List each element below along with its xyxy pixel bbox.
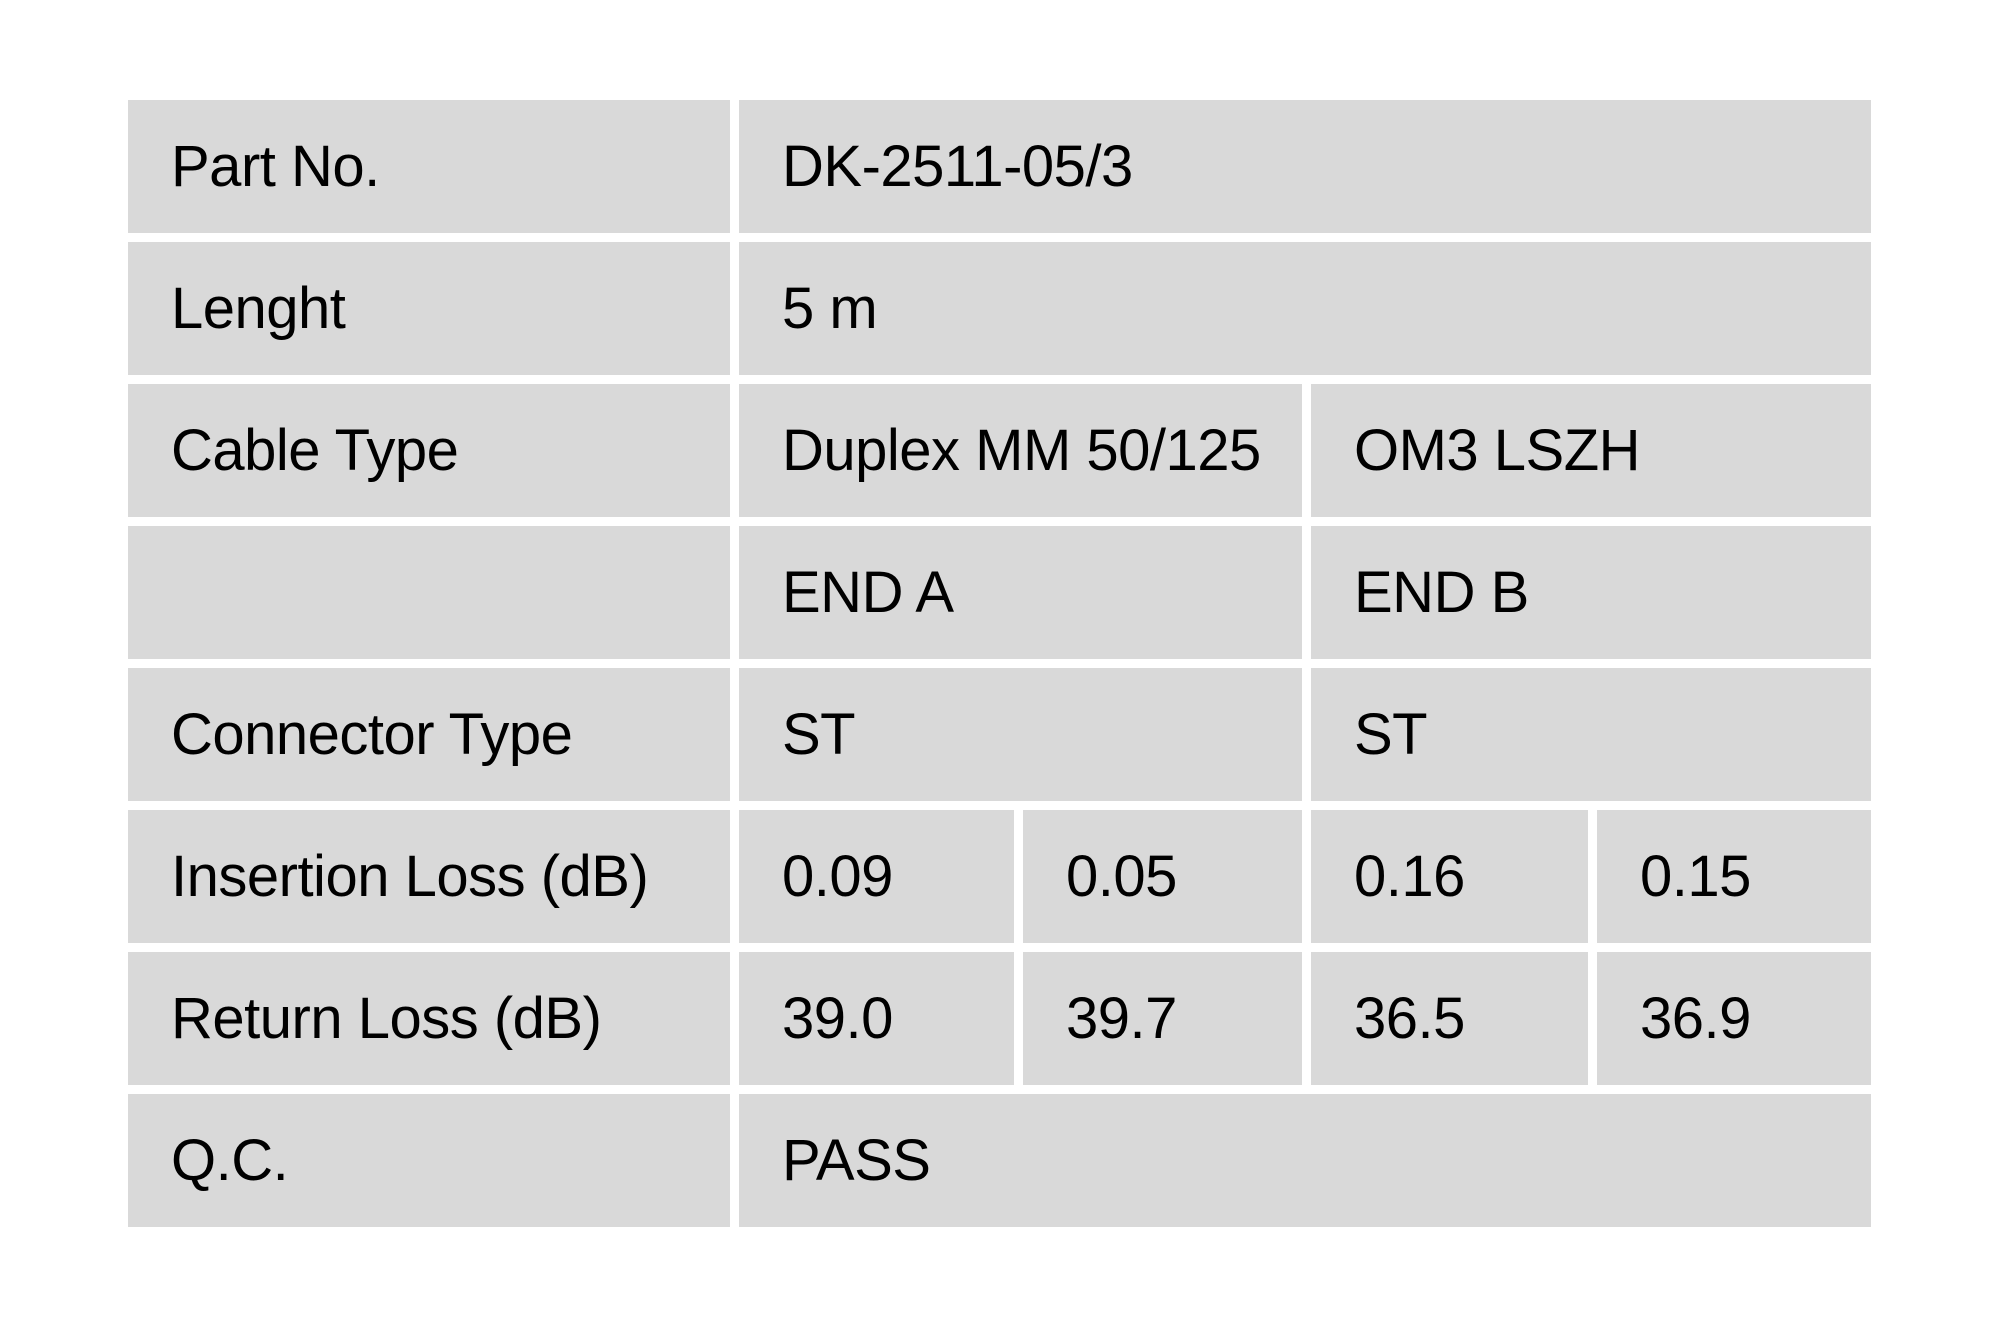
insertion-loss-value-4: 0.15 — [1640, 843, 1751, 909]
insertion-loss-value-1: 0.09 — [782, 843, 893, 909]
ends-header-value-1: END A — [782, 559, 954, 625]
return-loss-value-2: 39.7 — [1066, 985, 1177, 1051]
return-loss-value-3: 36.5 — [1354, 985, 1465, 1051]
return-loss-value-cell-1: 39.0 — [739, 952, 1014, 1085]
return-loss-value-cell-4: 36.9 — [1597, 952, 1871, 1085]
connector-type-value-1: ST — [782, 701, 856, 767]
insertion-loss-value-cell-1: 0.09 — [739, 810, 1014, 943]
part-no-value-cell-1: DK-2511-05/3 — [739, 100, 1871, 233]
return-loss-value-1: 39.0 — [782, 985, 893, 1051]
part-no-value-1: DK-2511-05/3 — [782, 133, 1133, 199]
spec-table: Part No. DK-2511-05/3 Lenght 5 m Cable Type D… — [128, 100, 1871, 1227]
return-loss-value-4: 36.9 — [1640, 985, 1751, 1051]
cable-type-label-cell: Cable Type — [128, 384, 730, 517]
insertion-loss-label-cell: Insertion Loss (dB) — [128, 810, 730, 943]
return-loss-label: Return Loss (dB) — [171, 985, 602, 1051]
cable-type-value-cell-1: Duplex MM 50/125 — [739, 384, 1302, 517]
part-no-label: Part No. — [171, 133, 380, 199]
insertion-loss-value-cell-2: 0.05 — [1023, 810, 1302, 943]
ends-header-value-2: END B — [1354, 559, 1529, 625]
cable-type-value-cell-2: OM3 LSZH — [1311, 384, 1871, 517]
ends-header-value-cell-1: END A — [739, 526, 1302, 659]
length-label: Lenght — [171, 275, 346, 341]
qc-label: Q.C. — [171, 1127, 289, 1193]
return-loss-label-cell: Return Loss (dB) — [128, 952, 730, 1085]
ends-header-value-cell-2: END B — [1311, 526, 1871, 659]
connector-type-value-cell-2: ST — [1311, 668, 1871, 801]
cable-type-value-1: Duplex MM 50/125 — [782, 417, 1261, 483]
qc-value-cell-1: PASS — [739, 1094, 1871, 1227]
insertion-loss-value-3: 0.16 — [1354, 843, 1465, 909]
insertion-loss-value-cell-3: 0.16 — [1311, 810, 1588, 943]
length-label-cell: Lenght — [128, 242, 730, 375]
connector-type-label: Connector Type — [171, 701, 573, 767]
part-no-label-cell: Part No. — [128, 100, 730, 233]
length-value-1: 5 m — [782, 275, 878, 341]
cable-type-label: Cable Type — [171, 417, 459, 483]
length-value-cell-1: 5 m — [739, 242, 1871, 375]
insertion-loss-value-cell-4: 0.15 — [1597, 810, 1871, 943]
return-loss-value-cell-3: 36.5 — [1311, 952, 1588, 1085]
cable-type-value-2: OM3 LSZH — [1354, 417, 1641, 483]
qc-value-1: PASS — [782, 1127, 931, 1193]
connector-type-value-2: ST — [1354, 701, 1428, 767]
ends-header-label-cell — [128, 526, 730, 659]
insertion-loss-label: Insertion Loss (dB) — [171, 843, 649, 909]
qc-label-cell: Q.C. — [128, 1094, 730, 1227]
insertion-loss-value-2: 0.05 — [1066, 843, 1177, 909]
connector-type-label-cell: Connector Type — [128, 668, 730, 801]
connector-type-value-cell-1: ST — [739, 668, 1302, 801]
return-loss-value-cell-2: 39.7 — [1023, 952, 1302, 1085]
